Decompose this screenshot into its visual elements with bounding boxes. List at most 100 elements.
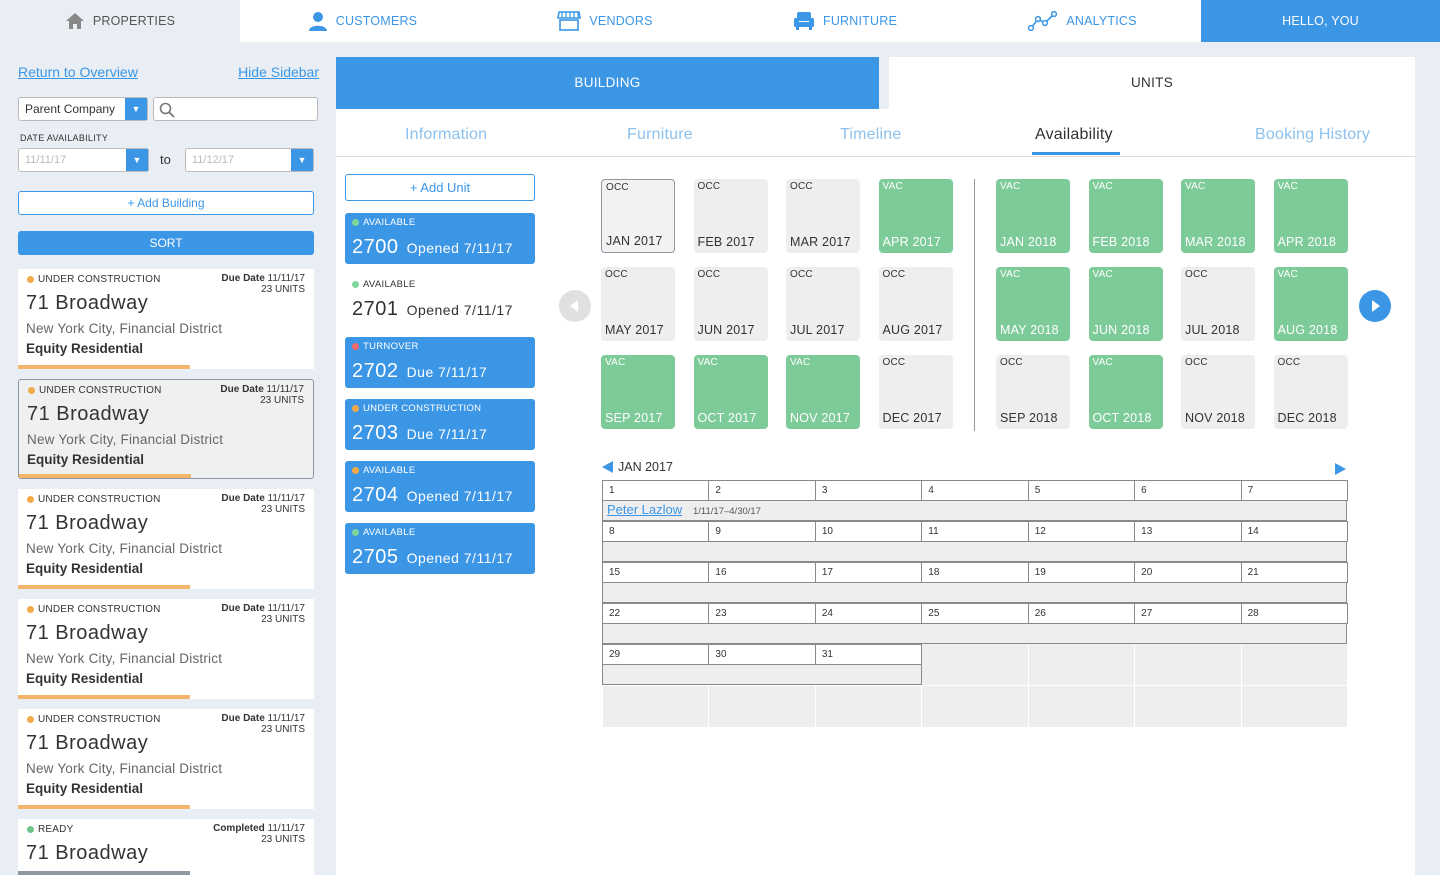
calendar-day[interactable]: 4 xyxy=(921,480,1029,501)
calendar-day[interactable]: 22 xyxy=(602,603,710,624)
building-card[interactable]: UNDER CONSTRUCTION Due Date 11/11/17 23 UN… xyxy=(18,599,314,699)
subtab-furniture[interactable]: Furniture xyxy=(627,126,693,143)
month-tile[interactable]: VAC JUN 2018 xyxy=(1088,267,1163,341)
date-from-input[interactable]: 11/11/17 ▼ xyxy=(18,148,149,172)
unit-card[interactable]: AVAILABLE 2700 Opened 7/11/17 xyxy=(345,213,535,264)
month-tile[interactable]: OCC SEP 2018 xyxy=(996,355,1070,429)
month-tile[interactable]: VAC JAN 2018 xyxy=(996,179,1070,253)
month-tile[interactable]: OCC JUN 2017 xyxy=(693,267,768,341)
tab-building[interactable]: BUILDING xyxy=(336,57,879,109)
calendar-day[interactable]: 23 xyxy=(708,603,816,624)
month-tile[interactable]: OCC MAY 2017 xyxy=(601,267,675,341)
add-building-button[interactable]: + Add Building xyxy=(18,191,314,215)
calendar-day[interactable]: 17 xyxy=(814,562,923,583)
next-month-button[interactable] xyxy=(1334,462,1346,480)
unit-card[interactable]: TURNOVER 2702 Due 7/11/17 xyxy=(345,337,535,388)
hide-sidebar-link[interactable]: Hide Sidebar xyxy=(238,64,319,80)
building-card[interactable]: UNDER CONSTRUCTION Due Date 11/11/17 23 UN… xyxy=(18,269,314,369)
month-status-tag: OCC xyxy=(1277,357,1301,368)
unit-card[interactable]: AVAILABLE 2701 Opened 7/11/17 xyxy=(345,275,535,326)
nav-properties[interactable]: PROPERTIES xyxy=(0,0,240,42)
unit-card[interactable]: UNDER CONSTRUCTION 2703 Due 7/11/17 xyxy=(345,399,535,450)
calendar-day[interactable]: 27 xyxy=(1134,603,1242,624)
subtab-information[interactable]: Information xyxy=(405,126,488,143)
building-card[interactable]: UNDER CONSTRUCTION Due Date 11/11/17 23 UN… xyxy=(18,489,314,589)
subtab-availability[interactable]: Availability xyxy=(1035,126,1113,143)
next-year-button[interactable] xyxy=(1359,290,1391,322)
month-tile[interactable]: VAC NOV 2017 xyxy=(786,355,860,429)
calendar-day[interactable]: 29 xyxy=(602,644,710,665)
month-tile[interactable]: OCC DEC 2017 xyxy=(878,355,953,429)
add-unit-button[interactable]: + Add Unit xyxy=(345,174,535,201)
calendar-day[interactable]: 9 xyxy=(708,521,816,542)
calendar-day[interactable]: 16 xyxy=(708,562,816,583)
building-card[interactable]: UNDER CONSTRUCTION Due Date 11/11/17 23 UN… xyxy=(18,379,314,479)
calendar-day[interactable]: 8 xyxy=(602,521,710,542)
sort-button[interactable]: SORT xyxy=(18,231,314,255)
nav-vendors[interactable]: VENDORS xyxy=(485,0,725,42)
booking-link[interactable]: Peter Lazlow xyxy=(607,502,683,517)
calendar-day[interactable]: 13 xyxy=(1134,521,1242,542)
calendar-day[interactable]: 18 xyxy=(921,562,1029,583)
calendar-day[interactable]: 20 xyxy=(1134,562,1242,583)
nav-furniture[interactable]: FURNITURE xyxy=(725,0,965,42)
parent-company-select[interactable]: Parent Company ▼ xyxy=(18,97,148,121)
calendar-day[interactable]: 10 xyxy=(814,521,923,542)
tab-units[interactable]: UNITS xyxy=(889,57,1415,109)
unit-card[interactable]: AVAILABLE 2704 Opened 7/11/17 xyxy=(345,461,535,512)
search-input[interactable] xyxy=(153,97,318,121)
calendar-day[interactable]: 2 xyxy=(708,480,816,501)
calendar-day[interactable]: 7 xyxy=(1240,480,1348,501)
month-tile[interactable]: VAC SEP 2017 xyxy=(601,355,675,429)
subtab-booking-history[interactable]: Booking History xyxy=(1255,126,1371,143)
return-to-overview-link[interactable]: Return to Overview xyxy=(18,64,138,80)
calendar-day[interactable]: 19 xyxy=(1027,562,1136,583)
date-to-input[interactable]: 11/12/17 ▼ xyxy=(185,148,314,172)
calendar-day[interactable]: 24 xyxy=(814,603,923,624)
calendar-day[interactable]: 26 xyxy=(1027,603,1136,624)
calendar-day[interactable]: 5 xyxy=(1027,480,1136,501)
prev-month-icon[interactable] xyxy=(602,461,614,473)
month-tile[interactable]: OCC AUG 2017 xyxy=(878,267,953,341)
calendar-day[interactable]: 15 xyxy=(602,562,710,583)
month-tile[interactable]: VAC AUG 2018 xyxy=(1273,267,1348,341)
building-card[interactable]: READY Completed 11/11/17 23 UNITS 71 Broadw… xyxy=(18,819,314,875)
calendar-day[interactable]: 31 xyxy=(814,644,923,665)
user-greeting[interactable]: HELLO, YOU xyxy=(1201,0,1440,42)
building-unit-count: 23 UNITS xyxy=(261,724,305,735)
calendar-day[interactable]: 6 xyxy=(1134,480,1242,501)
building-card[interactable]: UNDER CONSTRUCTION Due Date 11/11/17 23 UN… xyxy=(18,709,314,809)
calendar-day[interactable]: 11 xyxy=(921,521,1029,542)
subtab-timeline[interactable]: Timeline xyxy=(840,126,902,143)
month-tile[interactable]: OCC JAN 2017 xyxy=(601,179,675,253)
chevron-down-icon: ▼ xyxy=(125,98,147,120)
month-tile[interactable]: VAC OCT 2018 xyxy=(1088,355,1163,429)
month-tile[interactable]: VAC APR 2018 xyxy=(1273,179,1348,253)
month-tile[interactable]: OCC FEB 2017 xyxy=(693,179,768,253)
calendar-day[interactable]: 1 xyxy=(602,480,710,501)
month-tile[interactable]: VAC FEB 2018 xyxy=(1088,179,1163,253)
nav-customers[interactable]: CUSTOMERS xyxy=(240,0,485,42)
month-tile[interactable]: VAC APR 2017 xyxy=(878,179,953,253)
month-tile[interactable]: VAC MAY 2018 xyxy=(996,267,1070,341)
month-tile[interactable]: OCC MAR 2017 xyxy=(786,179,860,253)
month-tile[interactable]: OCC JUL 2017 xyxy=(786,267,860,341)
calendar-day[interactable]: 14 xyxy=(1240,521,1348,542)
month-tile[interactable]: VAC MAR 2018 xyxy=(1181,179,1255,253)
month-status-tag: VAC xyxy=(790,357,811,368)
calendar-day[interactable]: 25 xyxy=(921,603,1029,624)
month-tile[interactable]: OCC DEC 2018 xyxy=(1273,355,1348,429)
calendar-day[interactable]: 21 xyxy=(1240,562,1348,583)
calendar-day[interactable]: 3 xyxy=(814,480,923,501)
month-tile[interactable]: OCC NOV 2018 xyxy=(1181,355,1255,429)
calendar-day[interactable]: 30 xyxy=(708,644,816,665)
nav-analytics[interactable]: ANALYTICS xyxy=(965,0,1200,42)
calendar-day[interactable]: 12 xyxy=(1027,521,1136,542)
month-tile[interactable]: VAC OCT 2017 xyxy=(693,355,768,429)
prev-year-button[interactable] xyxy=(559,290,591,322)
month-tile[interactable]: OCC JUL 2018 xyxy=(1181,267,1255,341)
unit-card[interactable]: AVAILABLE 2705 Opened 7/11/17 xyxy=(345,523,535,574)
building-unit-count: 23 UNITS xyxy=(261,504,305,515)
building-status: UNDER CONSTRUCTION xyxy=(27,714,161,725)
calendar-day[interactable]: 28 xyxy=(1240,603,1348,624)
